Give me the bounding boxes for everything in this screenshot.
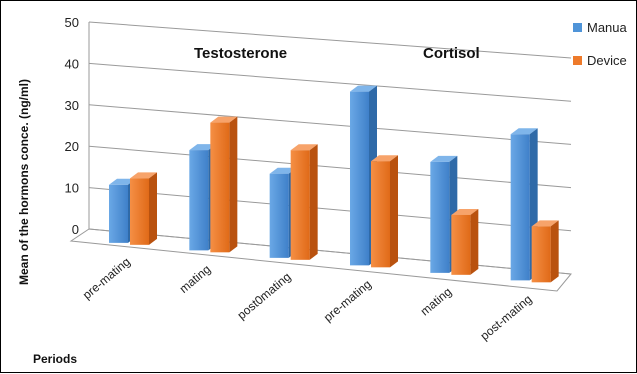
- y-tick-label: 30: [65, 98, 79, 113]
- x-tick-label: mating: [418, 284, 455, 318]
- bar-side-face: [149, 172, 157, 245]
- bar-side-face: [550, 220, 559, 283]
- gridlines: [69, 21, 572, 292]
- bar-side-face: [309, 144, 318, 260]
- gridline: [88, 21, 572, 59]
- bar-top-face: [189, 144, 217, 151]
- bar-device: [290, 144, 318, 260]
- bar-side-face: [390, 155, 398, 268]
- bar-top-face: [210, 116, 238, 123]
- bar-top-face: [531, 220, 559, 227]
- legend-label-manua: Manua: [587, 20, 628, 35]
- bar-device: [451, 208, 479, 275]
- bar-device: [371, 155, 398, 268]
- x-tick-label: post0mating: [235, 269, 294, 322]
- bar-device: [210, 116, 238, 253]
- bar-front-face: [130, 178, 149, 245]
- bar-top-face: [290, 144, 318, 151]
- bar-top-face: [451, 208, 479, 215]
- bar-device: [531, 220, 559, 283]
- y-tick-label: 20: [65, 139, 79, 154]
- bar-side-face: [470, 208, 479, 275]
- bar-front-face: [451, 214, 471, 275]
- y-tick-label: 50: [65, 15, 79, 30]
- x-tick-label: pre-mating: [321, 277, 374, 325]
- x-axis-title: Periods: [33, 352, 77, 366]
- bar-front-face: [109, 184, 128, 243]
- gridline: [88, 145, 572, 189]
- bar-top-face: [350, 85, 377, 92]
- bar-front-face: [510, 134, 530, 281]
- bar-side-face: [229, 116, 238, 253]
- bars: [109, 85, 559, 283]
- bar-front-face: [210, 122, 230, 253]
- legend-swatch-device: [573, 56, 582, 65]
- gridline: [88, 104, 572, 145]
- bar-top-face: [510, 128, 538, 135]
- bar-front-face: [430, 161, 450, 273]
- y-axis-title: Mean of the hormons conce. (ng/ml): [17, 79, 31, 285]
- chart-floor: [69, 228, 572, 292]
- bar-front-face: [371, 161, 390, 268]
- bar-top-face: [430, 155, 458, 162]
- x-tick-label: mating: [177, 262, 214, 296]
- x-tick-label: post-mating: [478, 292, 535, 343]
- group-label-testosterone: Testosterone: [194, 45, 287, 62]
- bar-top-face: [269, 167, 297, 174]
- group-label-cortisol: Cortisol: [423, 45, 480, 62]
- gridline: [88, 187, 572, 232]
- bar-top-face: [109, 178, 136, 185]
- y-tick-label: 0: [72, 222, 79, 237]
- bar-front-face: [269, 173, 289, 258]
- legend-swatch-manua: [573, 23, 582, 32]
- bar-top-face: [371, 155, 398, 162]
- x-tick-label: pre-mating: [80, 254, 133, 302]
- bar-front-face: [350, 91, 369, 266]
- y-tick-label: 40: [65, 56, 79, 71]
- y-axis-ticks: 0 10 20 30 40 50: [65, 15, 79, 237]
- bar-front-face: [189, 150, 209, 251]
- bar-front-face: [531, 226, 551, 283]
- gridline: [88, 62, 572, 102]
- bar-device: [130, 172, 157, 245]
- bar-front-face: [290, 150, 310, 260]
- legend: Manua Device: [573, 20, 628, 68]
- legend-label-device: Device: [587, 53, 627, 68]
- y-tick-label: 10: [65, 181, 79, 196]
- bar-top-face: [130, 172, 157, 179]
